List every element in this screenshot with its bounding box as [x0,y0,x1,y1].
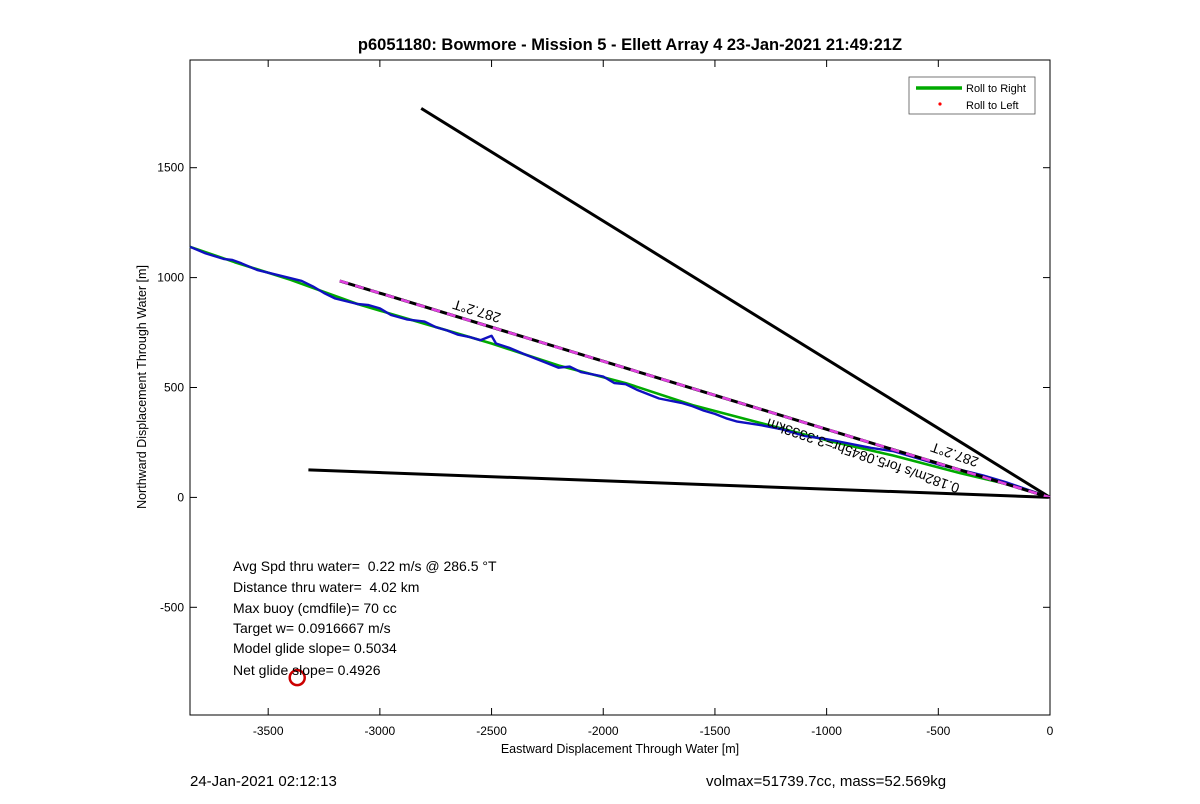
marker-circle-0 [288,668,306,687]
series-layer [189,107,1051,499]
chart-title: p6051180: Bowmore - Mission 5 - Ellett A… [358,36,902,54]
stat-target-w: Target w= 0.0916667 m/s [233,620,391,636]
legend-label-roll-left: Roll to Left [966,100,1019,112]
x-tick-label: -1000 [811,724,842,738]
y-tick-label: -500 [160,600,184,614]
plot-area [189,59,1051,716]
series-1-line [189,245,1051,499]
y-axis-label: Northward Displacement Through Water [m] [135,265,149,509]
y-tick-label: 1000 [157,271,184,285]
y-tick-label: 0 [177,490,184,504]
footer-timestamp: 24-Jan-2021 02:12:13 [190,773,337,790]
y-tick-label: 1500 [157,161,184,175]
series-3-line [308,468,1051,499]
x-tick-label: -3000 [365,724,396,738]
legend-box [908,76,1036,115]
x-tick-label: -1500 [700,724,731,738]
stat-net-glide-slope: Net glide slope= 0.4926 [233,662,381,678]
tick-layer: -3500 -3000 -2500 -2000 -1500 -1000 -500 0 -500 0… [157,60,1054,738]
x-tick-label: -2000 [588,724,619,738]
x-tick-label: -500 [926,724,950,738]
stat-max-buoy: Max buoy (cmdfile)= 70 cc [233,600,397,616]
legend-label-roll-right: Roll to Right [966,83,1026,95]
legend-swatch-roll-left [938,102,942,106]
stat-distance: Distance thru water= 4.02 km [233,579,419,595]
y-tick-label: 500 [164,381,184,395]
stat-model-glide-slope: Model glide slope= 0.5034 [233,640,397,656]
footer-volmax-mass: volmax=51739.7cc, mass=52.569kg [706,773,947,790]
series-2-line [420,107,1051,499]
stats-block: Avg Spd thru water= 0.22 m/s @ 286.5 °T … [233,558,497,678]
x-tick-label: -2500 [476,724,507,738]
x-axis-label: Eastward Displacement Through Water [m] [501,742,739,756]
legend: Roll to Right Roll to Left [908,76,1036,115]
stat-avg-speed: Avg Spd thru water= 0.22 m/s @ 286.5 °T [233,558,497,574]
series-4-dash-overlay [339,279,1051,499]
x-tick-label: 0 [1047,724,1054,738]
x-tick-label: -3500 [253,724,284,738]
